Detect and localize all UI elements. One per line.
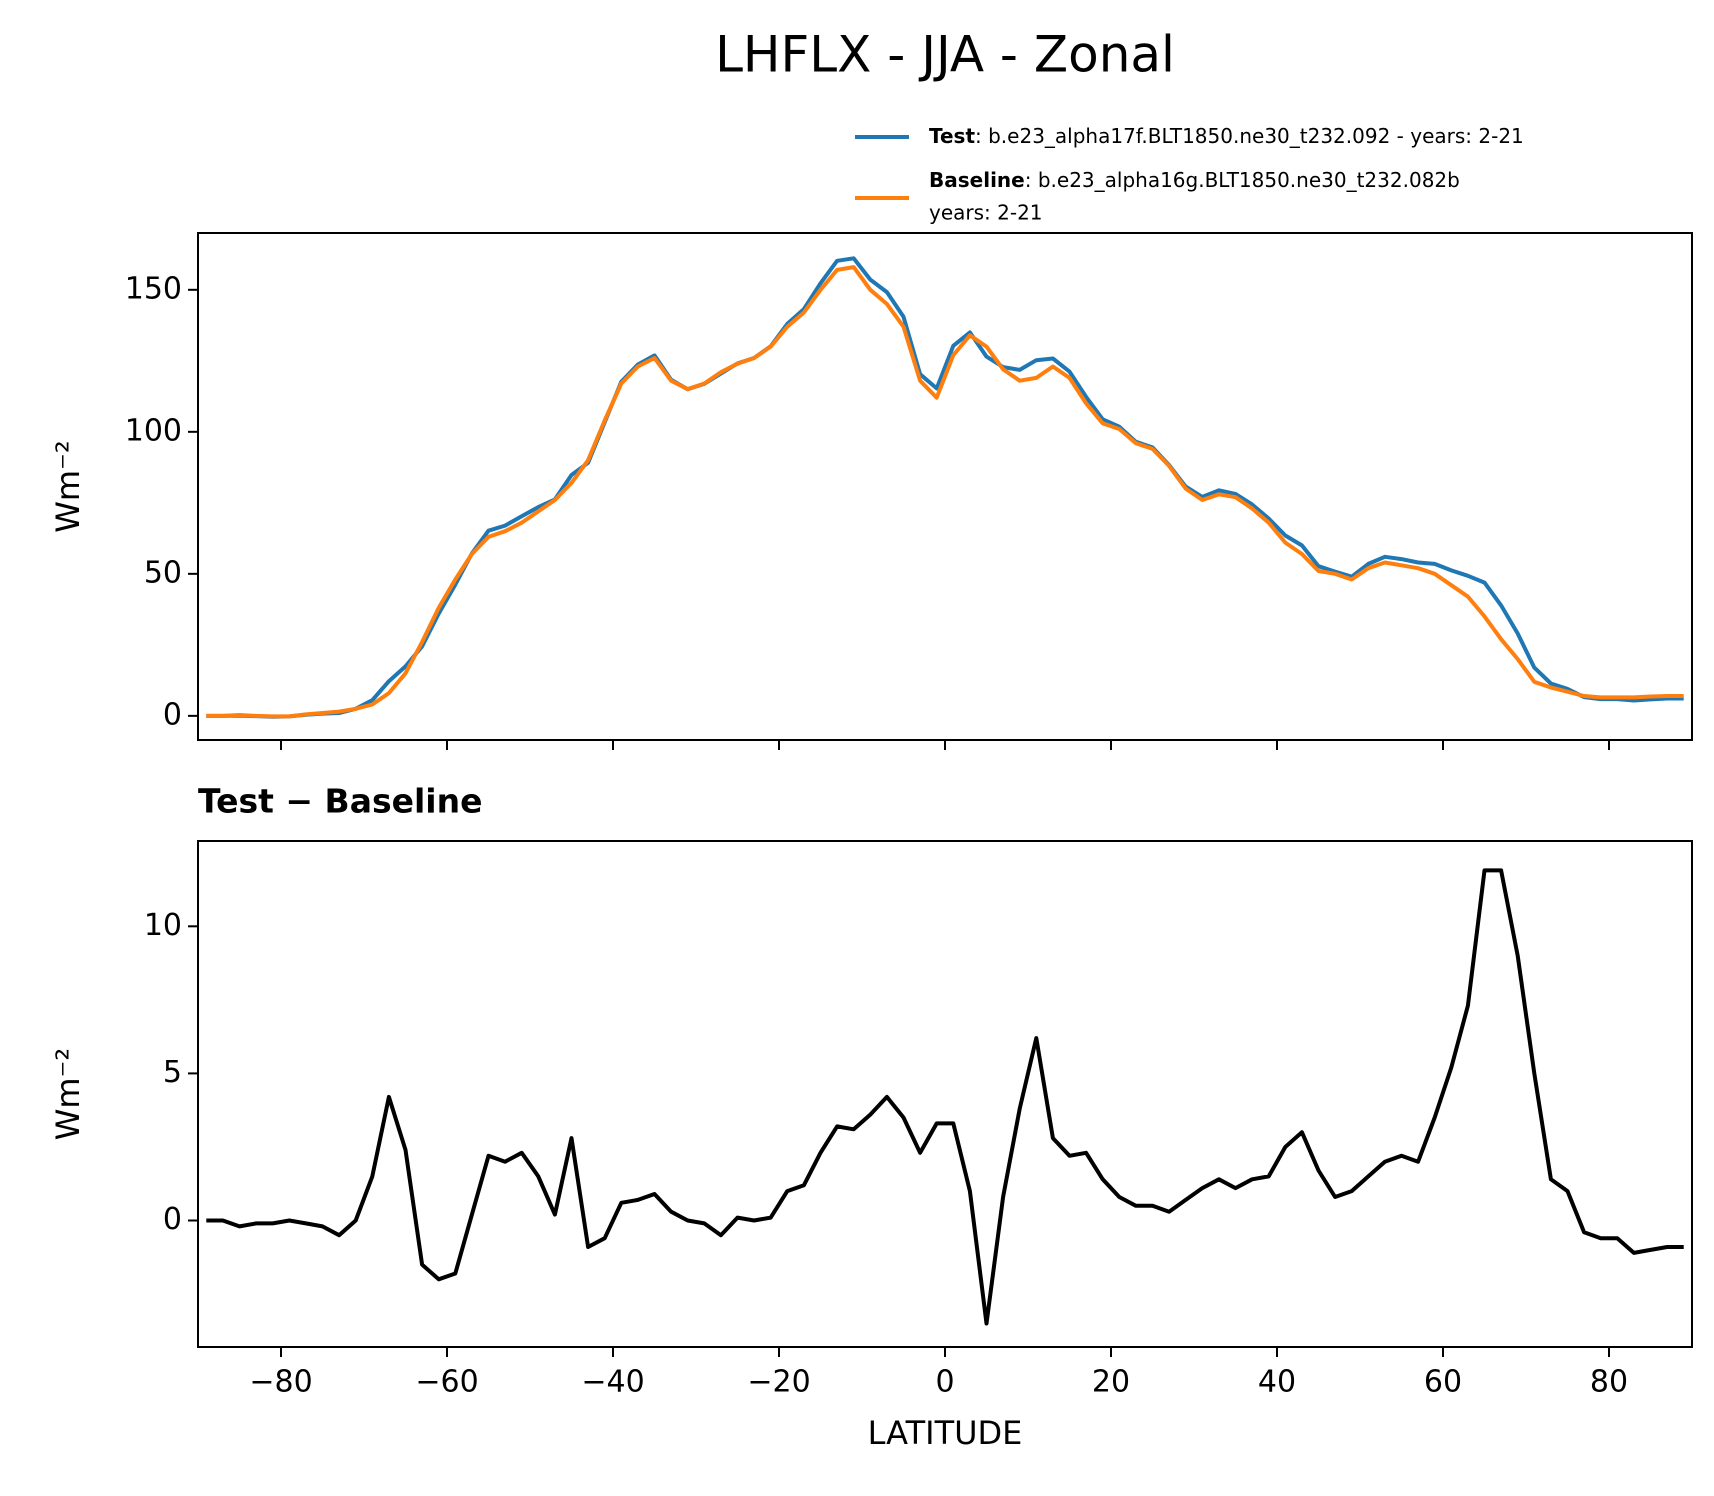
- y-tick-label: 100: [125, 413, 182, 448]
- x-tick-label: −40: [581, 1365, 644, 1400]
- data-line: [206, 868, 1684, 1326]
- y-tick-label: 10: [144, 908, 182, 943]
- plot-frame: [197, 232, 1693, 741]
- figure-title: LHFLX - JJA - Zonal: [715, 26, 1175, 84]
- x-tick-label: 0: [935, 1365, 954, 1400]
- x-axis-label: LATITUDE: [868, 1414, 1023, 1452]
- x-tick-label: 60: [1424, 1365, 1462, 1400]
- y-tick-label: 50: [144, 555, 182, 590]
- y-axis-label: Wm⁻²: [49, 440, 87, 533]
- legend-name: Test: [929, 124, 975, 148]
- x-tick-label: −80: [249, 1365, 312, 1400]
- data-line: [206, 265, 1684, 719]
- x-tick-label: −20: [747, 1365, 810, 1400]
- legend-name: Baseline: [929, 168, 1025, 192]
- x-tick-label: −60: [415, 1365, 478, 1400]
- x-tick-label: 40: [1258, 1365, 1296, 1400]
- data-line: [206, 256, 1684, 719]
- subplot-title: Test − Baseline: [198, 782, 483, 821]
- y-axis-label: Wm⁻²: [49, 1048, 87, 1141]
- x-tick-label: 20: [1092, 1365, 1130, 1400]
- y-tick-label: 0: [163, 1202, 182, 1237]
- legend-description: : b.e23_alpha17f.BLT1850.ne30_t232.092 -…: [975, 124, 1524, 148]
- plot-frame: [197, 840, 1693, 1348]
- y-tick-label: 0: [163, 697, 182, 732]
- legend-description: years: 2-21: [929, 201, 1043, 225]
- x-tick-label: 80: [1590, 1365, 1628, 1400]
- y-tick-label: 150: [125, 271, 182, 306]
- legend-description: : b.e23_alpha16g.BLT1850.ne30_t232.082b: [1025, 168, 1460, 192]
- y-tick-label: 5: [163, 1055, 182, 1090]
- legend-label: Test: b.e23_alpha17f.BLT1850.ne30_t232.0…: [929, 124, 1524, 148]
- legend-label: Baseline: b.e23_alpha16g.BLT1850.ne30_t2…: [929, 168, 1460, 192]
